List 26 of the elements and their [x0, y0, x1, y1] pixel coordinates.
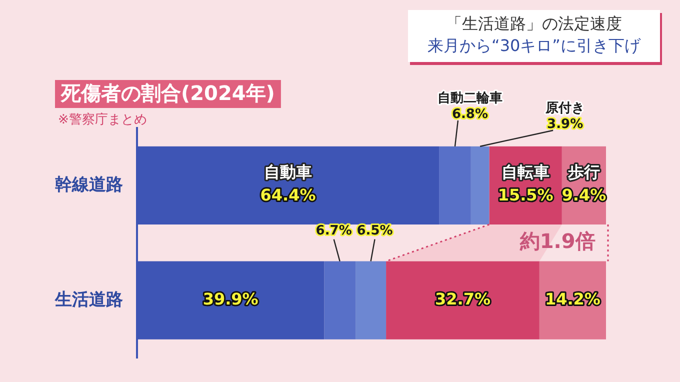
- bar: [324, 261, 356, 340]
- series-label: 自動車: [264, 162, 312, 182]
- text: 来月から“30キロ”に引き下げ: [428, 36, 642, 56]
- data-label: 3.9%: [547, 116, 584, 132]
- data-label: 6.5%: [356, 224, 393, 239]
- data-label: 14.2%: [544, 290, 600, 309]
- text: 原付き: [544, 100, 585, 116]
- data-label: 15.5%: [498, 186, 554, 205]
- y-tick-label: 幹線道路: [55, 174, 123, 195]
- chart-subtitle: ※警察庁まとめ: [58, 111, 147, 128]
- data-label: 6.7%: [316, 224, 352, 239]
- text: 自動二輪車: [437, 90, 502, 106]
- data-label: 32.7%: [434, 290, 490, 309]
- series-label: 歩行: [566, 162, 600, 182]
- bar: [439, 146, 471, 225]
- chart-title: 死傷者の割合(2024年): [60, 81, 275, 106]
- y-tick-label: 生活道路: [54, 290, 123, 310]
- data-label: 39.9%: [202, 290, 258, 309]
- bar: [470, 146, 490, 225]
- data-label: 64.4%: [260, 186, 316, 205]
- annotation: 約1.9倍: [518, 229, 596, 254]
- data-label: 9.4%: [562, 186, 606, 205]
- series-label: 自転車: [502, 162, 550, 182]
- text: 「生活道路」の法定速度: [446, 14, 622, 34]
- data-label: 6.8%: [452, 106, 488, 122]
- bar: [356, 261, 386, 340]
